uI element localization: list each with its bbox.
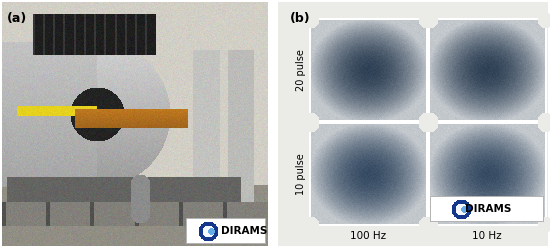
Text: 100 Hz: 100 Hz [350,231,386,241]
Text: (b): (b) [290,12,311,25]
Text: DIRAMS: DIRAMS [221,226,267,236]
Text: 20 pulse: 20 pulse [296,49,306,91]
Text: DIRAMS: DIRAMS [465,204,512,214]
Text: (a): (a) [7,12,28,25]
Text: 10 pulse: 10 pulse [296,153,306,195]
Text: 10 Hz: 10 Hz [472,231,502,241]
